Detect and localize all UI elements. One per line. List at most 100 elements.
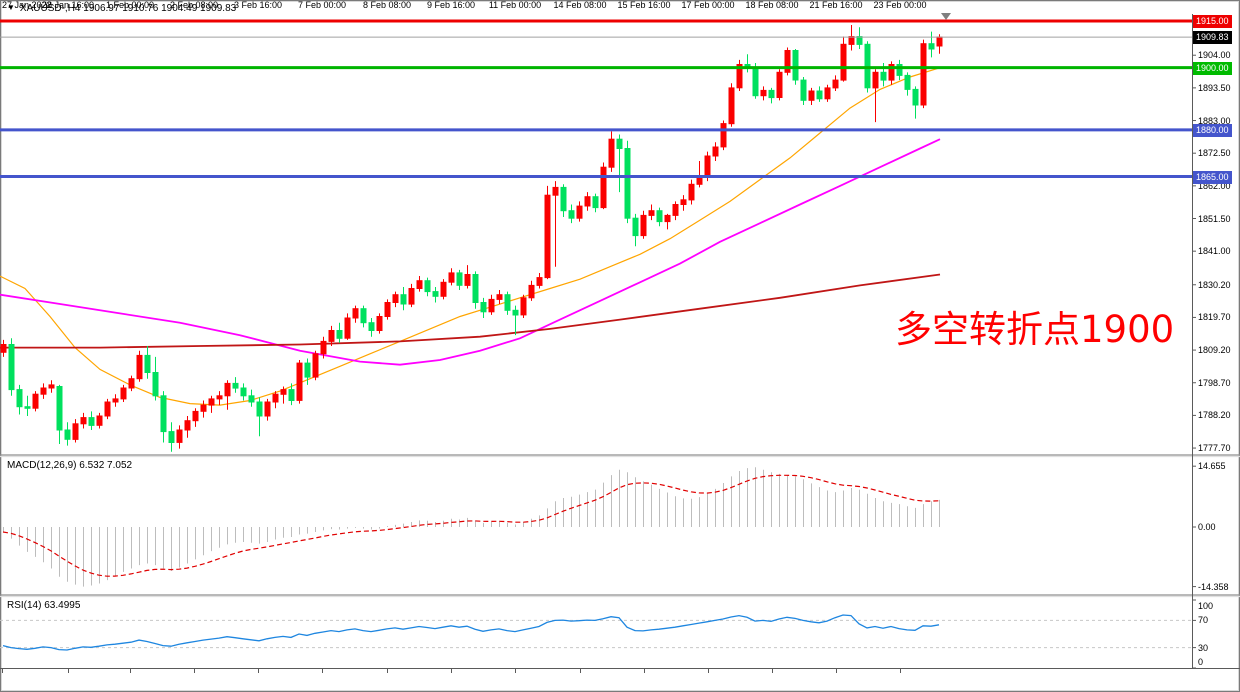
candle[interactable] [256,401,263,417]
candle[interactable] [920,43,927,106]
candle[interactable] [72,423,79,440]
candle[interactable] [224,382,231,397]
candle[interactable] [208,398,215,406]
candle[interactable] [272,393,279,403]
candle[interactable] [440,281,447,297]
candle[interactable] [352,308,359,319]
candle[interactable] [392,294,399,304]
candle[interactable] [856,36,863,45]
candle[interactable] [648,210,655,216]
candle[interactable] [376,316,383,331]
candle[interactable] [336,330,343,339]
candle[interactable] [752,67,759,97]
candle[interactable] [584,196,591,207]
candle[interactable] [136,354,143,380]
candle[interactable] [576,205,583,219]
candle[interactable] [928,43,935,50]
candle[interactable] [800,79,807,101]
candle[interactable] [896,64,903,76]
candle[interactable] [624,148,631,219]
candle[interactable] [320,340,327,355]
candle[interactable] [48,384,55,389]
candle[interactable] [904,74,911,90]
candle[interactable] [104,401,111,417]
candle[interactable] [656,210,663,223]
candle[interactable] [568,210,575,219]
candle[interactable] [400,294,407,305]
candle[interactable] [640,214,647,237]
candle[interactable] [96,415,103,426]
candle[interactable] [688,183,695,201]
candle[interactable] [24,406,31,409]
candle[interactable] [200,404,207,412]
candle[interactable] [520,297,527,316]
candle[interactable] [664,214,671,223]
candle[interactable] [240,387,247,397]
candle[interactable] [416,280,423,290]
candle[interactable] [608,138,615,168]
candle[interactable] [552,186,559,196]
candle[interactable] [0,344,7,353]
candle[interactable] [808,90,815,101]
candle[interactable] [288,389,295,402]
candle[interactable] [936,36,943,47]
candle[interactable] [280,389,287,395]
candle[interactable] [840,43,847,81]
candle[interactable] [792,50,799,81]
candle[interactable] [672,204,679,216]
candle[interactable] [384,302,391,317]
candle[interactable] [368,322,375,332]
candle[interactable] [408,288,415,305]
candle[interactable] [616,138,623,149]
candle[interactable] [80,417,87,425]
candle[interactable] [456,272,463,286]
candle[interactable] [864,43,871,89]
candle[interactable] [536,277,543,286]
candle[interactable] [632,217,639,237]
candle[interactable] [360,308,367,324]
candle[interactable] [720,123,727,148]
candle[interactable] [704,155,711,177]
candle[interactable] [592,196,599,209]
candle[interactable] [248,395,255,403]
candle[interactable] [8,344,15,391]
candle[interactable] [832,79,839,89]
candle[interactable] [512,309,519,316]
candle[interactable] [344,317,351,339]
candle[interactable] [64,429,71,440]
candle[interactable] [528,284,535,299]
candle[interactable] [776,71,783,99]
candle[interactable] [16,389,23,408]
collapse-icon[interactable]: ▼ [7,3,15,12]
candle[interactable] [152,372,159,397]
candle[interactable] [888,64,895,81]
candle[interactable] [192,410,199,422]
candle[interactable] [544,194,551,279]
candle[interactable] [112,398,119,403]
candle[interactable] [304,362,311,378]
candle[interactable] [296,362,303,401]
candle[interactable] [168,431,175,444]
candle[interactable] [872,71,879,89]
candle[interactable] [848,36,855,45]
candle[interactable] [560,186,567,212]
candle[interactable] [768,89,775,99]
candle[interactable] [480,302,487,313]
candle[interactable] [128,378,135,389]
candle[interactable] [40,387,47,395]
candle[interactable] [448,272,455,283]
candle[interactable] [816,90,823,100]
candle[interactable] [144,354,151,373]
candle[interactable] [824,87,831,100]
candle[interactable] [184,420,191,431]
candle[interactable] [784,50,791,73]
candle[interactable] [32,393,39,409]
candle[interactable] [232,382,239,389]
candle[interactable] [464,274,471,286]
candle[interactable] [424,280,431,293]
candle[interactable] [120,387,127,400]
candle[interactable] [760,89,767,97]
candle[interactable] [216,395,223,400]
candle[interactable] [432,291,439,297]
